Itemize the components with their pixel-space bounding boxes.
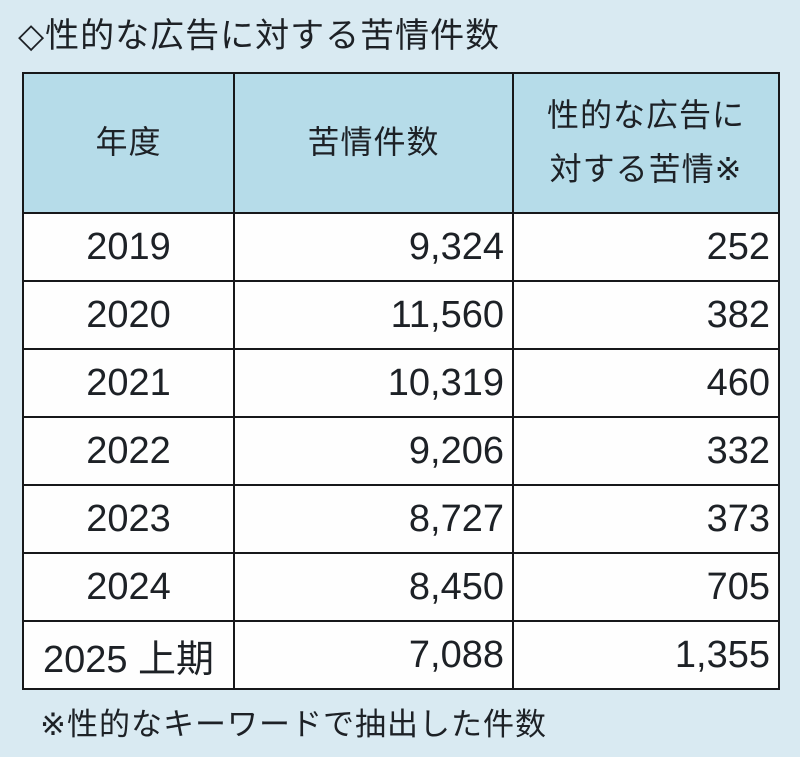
complaints-cell: 8,727 bbox=[233, 484, 514, 554]
page-title-text: 性的な広告に対する苦情件数 bbox=[45, 17, 501, 55]
complaints-cell: 10,319 bbox=[233, 348, 514, 418]
page-title: ◇性的な広告に対する苦情件数 bbox=[18, 8, 800, 57]
diamond-bullet-icon: ◇ bbox=[18, 17, 46, 55]
sexual-ad-complaints-cell: 332 bbox=[512, 416, 780, 486]
table-row: 2022 9,206 332 bbox=[22, 416, 780, 486]
complaints-cell: 7,088 bbox=[233, 620, 514, 690]
complaints-cell: 9,324 bbox=[233, 212, 514, 282]
complaints-table: 年度 苦情件数 性的な広告に 対する苦情※ 2019 9,324 252 2020… bbox=[22, 72, 780, 690]
sexual-ad-complaints-cell: 382 bbox=[512, 280, 780, 350]
sexual-ad-complaints-cell: 1,355 bbox=[512, 620, 780, 690]
column-header-complaints: 苦情件数 bbox=[233, 72, 514, 214]
table-row: 2020 11,560 382 bbox=[22, 280, 780, 350]
table-row: 2024 8,450 705 bbox=[22, 552, 780, 622]
year-cell: 2023 bbox=[22, 484, 235, 554]
header-row: 年度 苦情件数 性的な広告に 対する苦情※ bbox=[22, 72, 780, 214]
column-header-sexual-ad-line2: 対する苦情※ bbox=[549, 151, 743, 187]
complaints-cell: 8,450 bbox=[233, 552, 514, 622]
sexual-ad-complaints-cell: 705 bbox=[512, 552, 780, 622]
sexual-ad-complaints-cell: 373 bbox=[512, 484, 780, 554]
column-header-sexual-ad-complaints: 性的な広告に 対する苦情※ bbox=[512, 72, 780, 214]
year-cell: 2019 bbox=[22, 212, 235, 282]
complaints-cell: 9,206 bbox=[233, 416, 514, 486]
year-cell: 2024 bbox=[22, 552, 235, 622]
table-row: 2019 9,324 252 bbox=[22, 212, 780, 282]
sexual-ad-complaints-cell: 252 bbox=[512, 212, 780, 282]
year-cell: 2020 bbox=[22, 280, 235, 350]
table-row: 2021 10,319 460 bbox=[22, 348, 780, 418]
column-header-sexual-ad-line1: 性的な広告に bbox=[546, 97, 745, 134]
complaints-cell: 11,560 bbox=[233, 280, 514, 350]
column-header-year: 年度 bbox=[22, 72, 235, 214]
footnote: ※性的なキーワードで抽出した件数 bbox=[40, 707, 547, 742]
table-row: 2023 8,727 373 bbox=[22, 484, 780, 554]
sexual-ad-complaints-cell: 460 bbox=[512, 348, 780, 418]
page: { "page": { "background": "#d9eaf2", "ti… bbox=[0, 8, 800, 757]
year-cell: 2021 bbox=[22, 348, 235, 418]
year-cell: 2022 bbox=[22, 416, 235, 486]
table-row: 2025 上期 7,088 1,355 bbox=[22, 620, 780, 690]
year-cell: 2025 上期 bbox=[22, 620, 235, 690]
